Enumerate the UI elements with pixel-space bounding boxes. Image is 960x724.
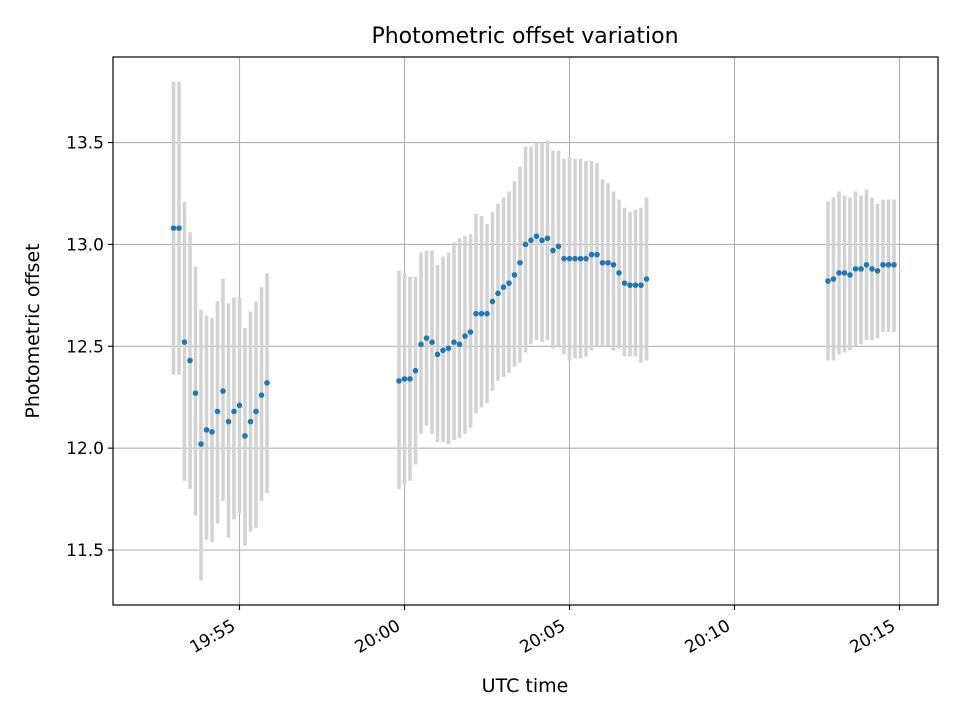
chart-title: Photometric offset variation [371, 24, 678, 49]
data-points [170, 225, 897, 447]
data-point [550, 247, 556, 254]
data-point [396, 378, 402, 384]
y-tick-label: 13.0 [66, 235, 104, 255]
data-point [231, 408, 237, 415]
data-point [187, 357, 193, 364]
data-point [566, 255, 573, 262]
data-point [511, 272, 518, 278]
data-point [203, 427, 210, 433]
data-point [445, 345, 452, 352]
data-point [220, 388, 226, 394]
data-point [874, 268, 881, 274]
data-point [500, 284, 507, 291]
data-point [434, 351, 441, 358]
y-tick-label: 12.0 [66, 439, 104, 459]
data-point [572, 255, 578, 262]
data-point [555, 243, 562, 250]
data-point [616, 270, 622, 276]
data-point [880, 261, 886, 268]
data-point [451, 339, 457, 346]
data-point [456, 341, 463, 348]
data-point [539, 237, 545, 244]
data-point [214, 408, 221, 415]
data-point [462, 333, 468, 339]
data-point [209, 429, 215, 435]
data-point [418, 341, 424, 348]
data-point [506, 280, 512, 286]
data-point [528, 237, 534, 244]
data-point [198, 441, 204, 447]
data-point [170, 225, 177, 231]
data-point [632, 282, 639, 288]
data-point [869, 266, 875, 272]
data-point [517, 259, 523, 266]
data-point [429, 339, 435, 346]
data-point [627, 282, 633, 288]
data-point [583, 255, 589, 262]
data-point [401, 376, 408, 382]
data-point [522, 241, 529, 248]
data-point [258, 392, 265, 398]
data-point [176, 225, 182, 231]
data-point [533, 233, 540, 240]
data-point [407, 376, 413, 382]
data-point [423, 335, 430, 341]
data-point [610, 261, 617, 268]
data-point [484, 310, 490, 317]
data-point [643, 276, 650, 282]
data-point [264, 380, 270, 386]
data-point [594, 251, 600, 258]
data-point [852, 266, 859, 272]
data-point [236, 402, 243, 409]
data-point [885, 261, 892, 268]
data-point [577, 255, 584, 262]
data-point [891, 261, 897, 268]
data-point [605, 259, 611, 266]
data-point [495, 290, 501, 297]
data-point [412, 367, 419, 374]
data-point [561, 255, 567, 262]
data-point [473, 310, 479, 317]
data-point [225, 418, 232, 425]
data-point [192, 390, 199, 396]
data-point [247, 418, 254, 425]
data-point [858, 266, 864, 272]
x-axis-label: UTC time [482, 675, 569, 697]
data-point [478, 310, 485, 317]
data-point [621, 280, 628, 286]
data-point [836, 270, 842, 276]
data-point [847, 272, 853, 278]
data-point [825, 278, 831, 284]
data-point [544, 235, 551, 242]
data-point [440, 347, 446, 354]
data-point [181, 339, 188, 346]
y-tick-label: 12.5 [66, 337, 104, 357]
y-axis-label: Photometric offset [22, 243, 44, 418]
y-tick-label: 11.5 [66, 541, 104, 561]
data-point [841, 270, 848, 276]
data-point [242, 433, 248, 439]
y-tick-label: 13.5 [66, 134, 104, 154]
data-point [467, 329, 474, 335]
data-point [588, 251, 595, 258]
data-point [599, 259, 606, 266]
axes-frame [112, 56, 939, 606]
data-point [489, 298, 496, 305]
data-point [863, 261, 870, 268]
data-point [253, 408, 259, 415]
data-point [830, 276, 837, 282]
data-point [638, 282, 644, 288]
